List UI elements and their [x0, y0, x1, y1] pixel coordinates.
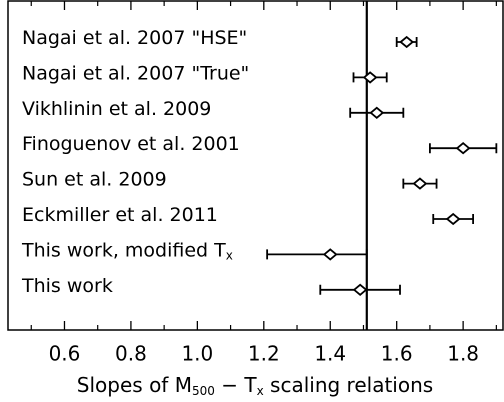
x-tick-label: 0.6 — [49, 342, 81, 366]
plot-frame — [7, 0, 504, 331]
point — [412, 177, 428, 190]
x-tick-label: 1.0 — [181, 342, 213, 366]
text-part: Vikhlinin et al. 2009 — [22, 97, 211, 119]
subscript: x — [257, 384, 264, 398]
point — [445, 212, 461, 226]
point — [369, 106, 385, 119]
text-part: Nagai et al. 2007 "True" — [22, 62, 249, 84]
x-tick-label: 1.6 — [381, 342, 413, 366]
text-part: Sun et al. 2009 — [22, 168, 167, 190]
row-label: Sun et al. 2009 — [22, 168, 167, 190]
row-label: Nagai et al. 2007 "HSE" — [22, 27, 247, 49]
point — [322, 248, 338, 261]
point — [399, 35, 415, 49]
text-part: This work, modified T — [21, 239, 226, 261]
text-part: Nagai et al. 2007 "HSE" — [22, 27, 247, 49]
x-tick-label: 1.4 — [314, 342, 346, 366]
x-tick-label: 0.8 — [115, 342, 147, 366]
row-label: Nagai et al. 2007 "True" — [22, 62, 249, 84]
row-label: This work — [21, 274, 113, 296]
row-label: Eckmiller et al. 2011 — [22, 204, 218, 226]
text-part: Eckmiller et al. 2011 — [22, 204, 218, 226]
subscript: x — [226, 248, 233, 262]
text-part: This work — [21, 274, 113, 296]
row-label: Finoguenov et al. 2001 — [22, 133, 240, 155]
x-tick-label: 1.8 — [447, 342, 479, 366]
subscript: 500 — [192, 384, 215, 398]
point — [352, 283, 368, 296]
text-part: − T — [215, 373, 257, 397]
x-axis-label: Slopes of M500 − Tx scaling relations — [77, 373, 433, 398]
text-part: Slopes of M — [77, 373, 192, 397]
text-part: scaling relations — [264, 373, 434, 397]
error-bar — [266, 249, 368, 260]
x-tick-label: 1.2 — [248, 342, 280, 366]
row-label: This work, modified Tx — [21, 239, 233, 262]
point — [362, 71, 378, 84]
point — [455, 142, 471, 155]
row-label: Vikhlinin et al. 2009 — [22, 97, 211, 119]
text-part: Finoguenov et al. 2001 — [22, 133, 240, 155]
